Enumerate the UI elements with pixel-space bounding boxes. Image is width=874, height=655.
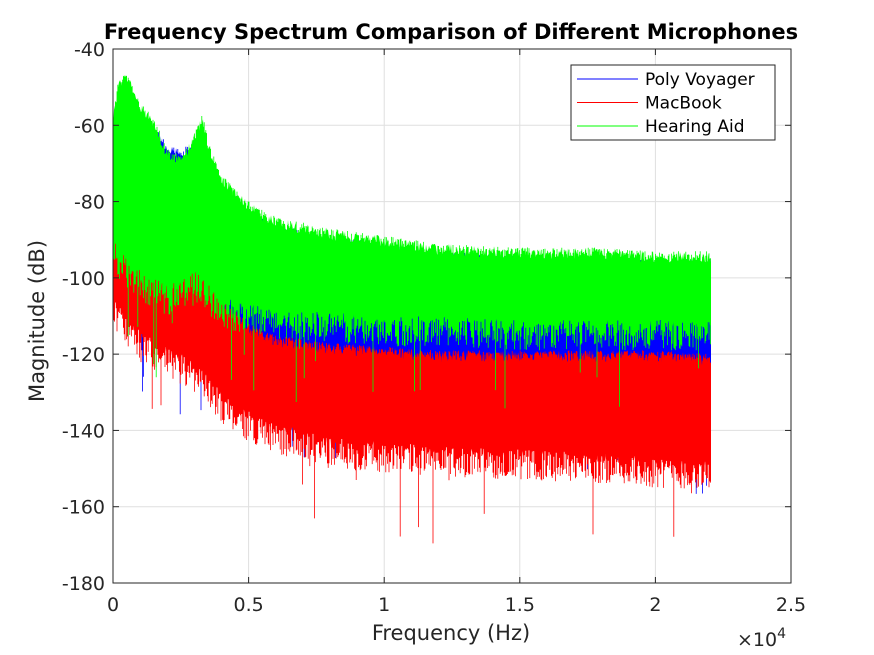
chart-title: Frequency Spectrum Comparison of Differe… xyxy=(104,20,798,44)
x-tick-label: 2 xyxy=(649,594,661,616)
x-tick-label: 2.5 xyxy=(776,594,806,616)
legend-label: Hearing Aid xyxy=(645,117,745,137)
axis-ticks: 0 0.5 1 1.5 2 2.5 -180 -160 -140 -120 -100 -80 -60 -4… xyxy=(62,39,806,616)
y-tick-label: -60 xyxy=(74,115,105,137)
y-tick-label: -80 xyxy=(74,192,105,214)
y-tick-label: -180 xyxy=(62,573,105,595)
x-axis-label: Frequency (Hz) xyxy=(372,621,530,645)
legend: Poly Voyager MacBook Hearing Aid xyxy=(570,64,776,141)
x-tick-label: 0.5 xyxy=(233,594,263,616)
x-axis-exponent-base: ×10 xyxy=(737,629,777,651)
x-tick-label: 0 xyxy=(107,594,119,616)
x-tick-label: 1 xyxy=(378,594,390,616)
y-tick-label: -40 xyxy=(74,39,105,61)
y-tick-label: -140 xyxy=(62,420,105,442)
y-axis-label: Magnitude (dB) xyxy=(25,240,49,402)
legend-label: MacBook xyxy=(645,94,722,114)
y-tick-label: -120 xyxy=(62,344,105,366)
x-axis-exponent-power: 4 xyxy=(777,626,786,642)
x-tick-label: 1.5 xyxy=(505,594,535,616)
axes-frame xyxy=(112,48,792,584)
x-axis-exponent: ×104 xyxy=(737,626,786,651)
y-tick-label: -100 xyxy=(62,268,105,290)
y-tick-label: -160 xyxy=(62,497,105,519)
legend-label: Poly Voyager xyxy=(645,70,755,90)
